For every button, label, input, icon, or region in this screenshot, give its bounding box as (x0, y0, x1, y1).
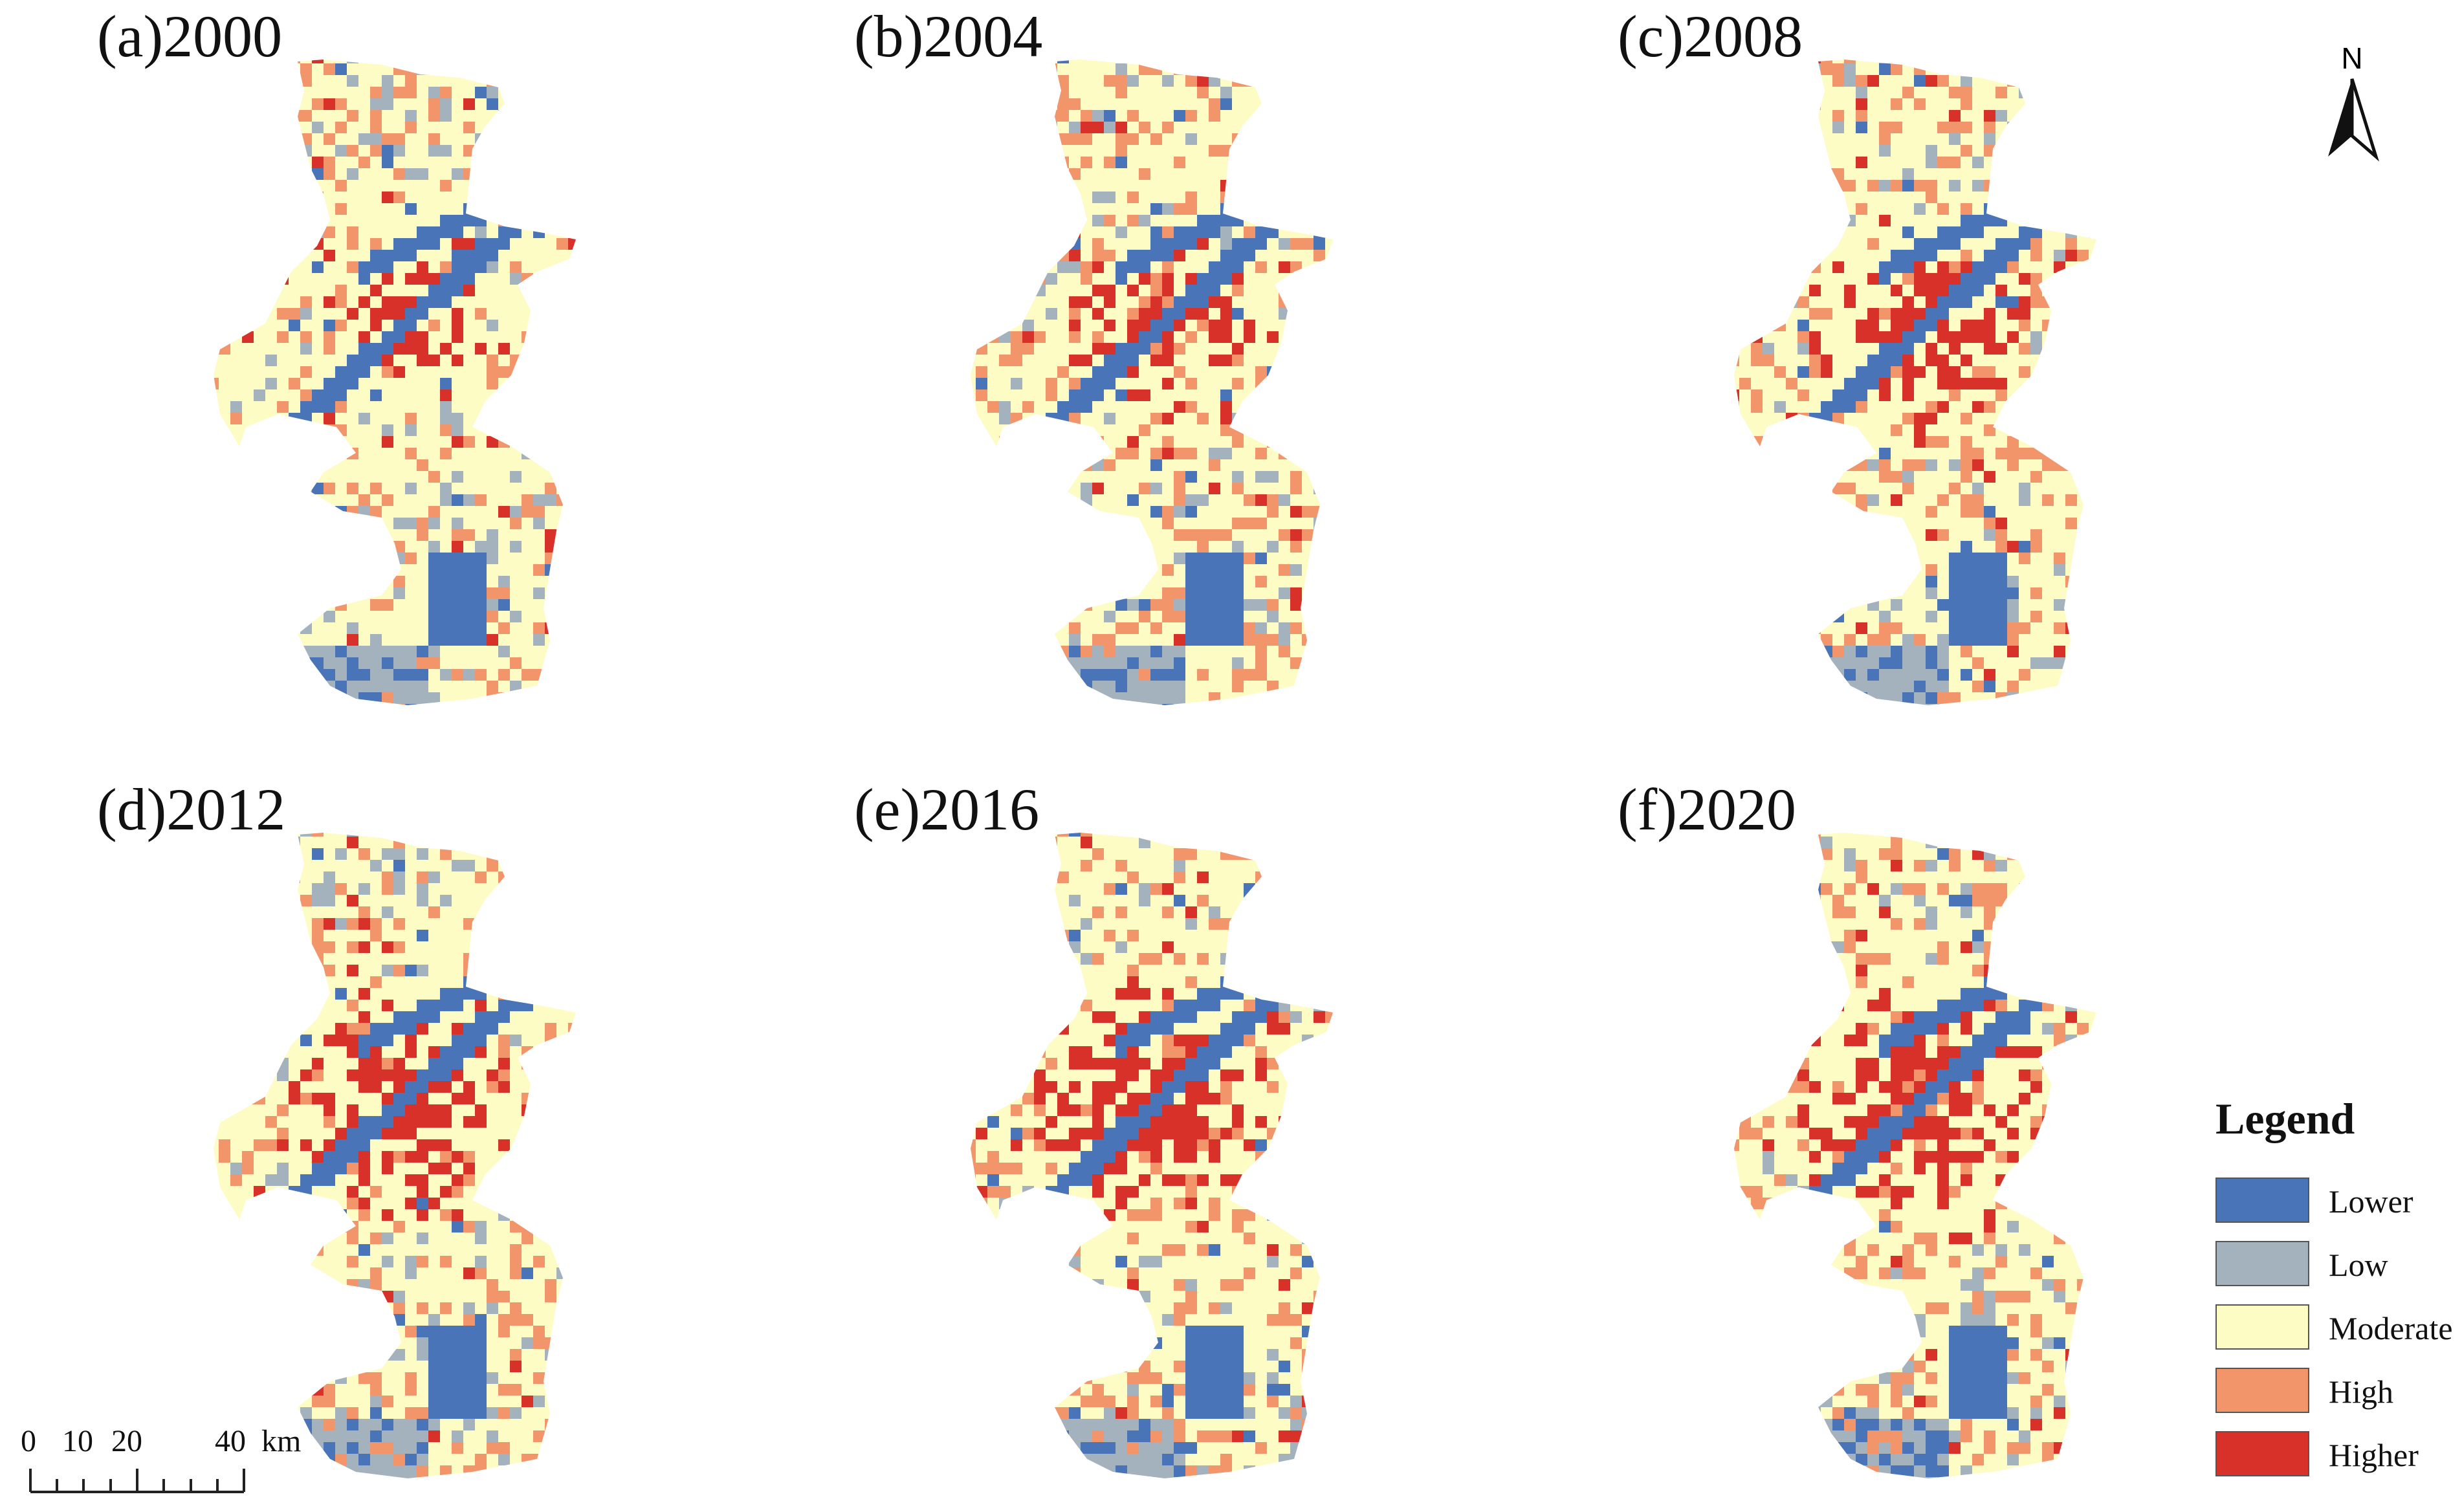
legend-item-higher: Higher (2215, 1431, 2461, 1480)
north-arrow-left-half (2328, 79, 2352, 157)
map-panel-d: (d)2012 (19, 773, 783, 1511)
panel-title-e: (e)2016 (854, 776, 1040, 842)
scale-tick-0: 0 (21, 1424, 36, 1458)
legend-label-high: High (2329, 1374, 2393, 1410)
map-c (1734, 60, 2096, 705)
legend-item-lower: Lower (2215, 1178, 2461, 1227)
legend-item-low: Low (2215, 1241, 2461, 1290)
map-e (971, 833, 1333, 1478)
map-raster-e (971, 833, 1333, 1478)
panel-title-d: (d)2012 (97, 776, 286, 842)
map-panel-b: (b)2004 (776, 0, 1540, 738)
legend-label-lower: Lower (2329, 1183, 2413, 1220)
scale-tick-40: 40 (215, 1424, 246, 1458)
map-raster-f (1734, 833, 2096, 1478)
legend-label-higher: Higher (2329, 1437, 2419, 1473)
map-b (971, 60, 1333, 705)
map-panel-f: (f)2020 (1540, 773, 2303, 1511)
map-a (214, 60, 576, 705)
legend-swatch-higher (2215, 1431, 2309, 1476)
map-raster-d (214, 833, 576, 1478)
scale-unit: km (261, 1424, 302, 1458)
north-arrow: N (2316, 39, 2388, 168)
legend-swatch-lower (2215, 1178, 2309, 1223)
map-raster-b (971, 60, 1333, 705)
north-arrow-label: N (2341, 41, 2362, 75)
legend-label-moderate: Moderate (2329, 1310, 2453, 1346)
map-panel-a: (a)2000 (19, 0, 783, 738)
legend-swatch-low (2215, 1241, 2309, 1286)
panel-title-f: (f)2020 (1618, 776, 1796, 842)
map-f (1734, 833, 2096, 1478)
legend-item-high: High (2215, 1368, 2461, 1417)
map-raster-a (214, 60, 576, 705)
map-panel-e: (e)2016 (776, 773, 1540, 1511)
scale-tick-20: 20 (111, 1424, 142, 1458)
legend-label-low: Low (2329, 1247, 2388, 1283)
scale-bar: 0 10 20 40 km (19, 1423, 324, 1501)
scale-tick-10: 10 (62, 1424, 93, 1458)
legend-swatch-moderate (2215, 1304, 2309, 1350)
legend: Legend Lower Low Moderate High Higher (2206, 1093, 2459, 1495)
map-panel-c: (c)2008 (1540, 0, 2303, 738)
panel-title-c: (c)2008 (1618, 3, 1803, 69)
map-d (214, 833, 576, 1478)
north-arrow-right-half (2350, 78, 2379, 162)
panel-title-a: (a)2000 (97, 3, 283, 69)
legend-item-moderate: Moderate (2215, 1304, 2461, 1353)
panel-title-b: (b)2004 (854, 3, 1043, 69)
legend-title: Legend (2215, 1094, 2355, 1143)
scale-bar-line (29, 1469, 245, 1493)
map-raster-c (1734, 60, 2096, 705)
legend-swatch-high (2215, 1368, 2309, 1413)
